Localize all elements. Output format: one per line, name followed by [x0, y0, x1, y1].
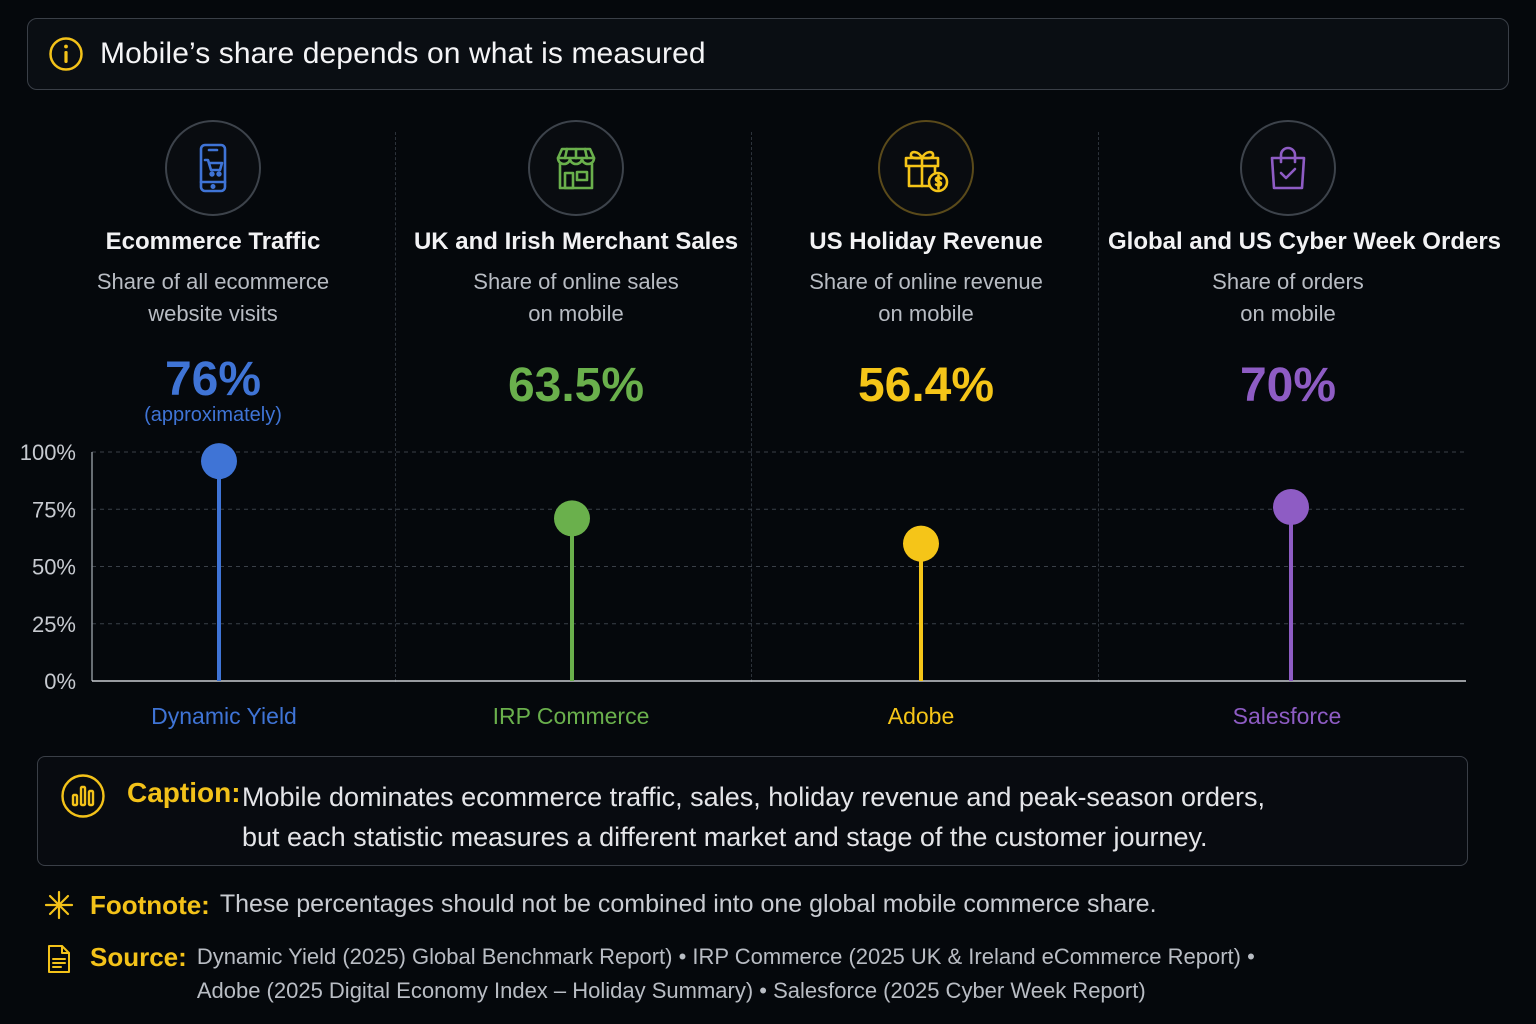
panel-title: US Holiday Revenue: [809, 228, 1043, 255]
panel-title: Global and US Cyber Week Orders: [1108, 228, 1502, 255]
x-category-label: Salesforce: [1233, 703, 1342, 729]
panel-value: 76%: [164, 353, 262, 406]
title-bar: Mobile’s share depends on what is measur…: [27, 18, 1509, 90]
lollipop-chart: 0% 25% 50% 75% 100% Dynamic Yield IRP Commerce…: [20, 440, 1466, 729]
gift-dollar-icon: [904, 150, 949, 193]
x-category-label: Adobe: [888, 703, 955, 729]
y-tick-label: 75%: [32, 497, 76, 522]
icon-ring: [165, 120, 261, 216]
x-category-label: IRP Commerce: [493, 703, 650, 729]
panel-value: 56.4%: [857, 359, 995, 412]
asterisk-icon: [44, 890, 74, 920]
icon-ring: [528, 120, 624, 216]
footnote-text: These percentages should not be combined…: [219, 890, 1157, 918]
y-tick-label: 100%: [20, 440, 76, 465]
footnote-label: Footnote:: [90, 890, 210, 920]
panel-subtitle: Share of online sales on mobile: [473, 269, 679, 326]
panel-holiday-revenue: US Holiday Revenue Share of online reven…: [746, 120, 1106, 414]
panel-value: 63.5%: [507, 359, 645, 412]
footnote-row: Footnote: These percentages should not b…: [44, 890, 1157, 921]
storefront-icon: [556, 147, 596, 190]
caption-box: Caption: Mobile dominates ecommerce traf…: [37, 756, 1468, 866]
shopping-bag-check-icon: [1270, 146, 1306, 190]
caption-text: Mobile dominates ecommerce traffic, sale…: [242, 782, 1266, 852]
panel-subtitle: Share of orders on mobile: [1212, 269, 1364, 326]
panel-title: UK and Irish Merchant Sales: [413, 228, 739, 255]
panel-cyber-week-orders: Global and US Cyber Week Orders Share of…: [1108, 120, 1502, 414]
panel-subtitle: Share of online revenue on mobile: [809, 269, 1043, 326]
source-text: Dynamic Yield (2025) Global Benchmark Re…: [196, 944, 1255, 1003]
source-label: Source:: [90, 942, 187, 972]
column-divider: [751, 132, 752, 682]
page-title: Mobile’s share depends on what is measur…: [100, 37, 706, 70]
y-tick-label: 50%: [32, 555, 76, 580]
panel-value: 70%: [1239, 359, 1337, 412]
y-tick-label: 25%: [32, 612, 76, 637]
document-icon: [48, 945, 70, 973]
mobile-cart-icon: [199, 143, 227, 193]
lollipop-point: [554, 500, 590, 537]
bar-chart-icon: [61, 774, 105, 818]
panel-merchant-sales: UK and Irish Merchant Sales Share of onl…: [396, 120, 756, 414]
source-row: Source: Dynamic Yield (2025) Global Benc…: [44, 942, 1255, 1008]
info-icon: [49, 37, 83, 71]
panel-note: (approximately): [144, 404, 282, 426]
lollipop-point: [1273, 488, 1309, 525]
column-divider: [1098, 132, 1099, 682]
caption-label: Caption:: [127, 777, 241, 808]
y-tick-label: 0%: [44, 669, 76, 694]
icon-ring: [1240, 120, 1336, 216]
panel-title: Ecommerce Traffic: [105, 228, 321, 255]
panel-ecommerce-traffic: Ecommerce Traffic Share of all ecommerce…: [33, 120, 393, 427]
x-category-label: Dynamic Yield: [151, 703, 297, 729]
panel-subtitle: Share of all ecommerce website visits: [96, 269, 330, 326]
icon-ring: [878, 120, 974, 216]
lollipop-point: [201, 443, 237, 480]
lollipop-point: [903, 525, 939, 562]
column-divider: [395, 132, 396, 682]
